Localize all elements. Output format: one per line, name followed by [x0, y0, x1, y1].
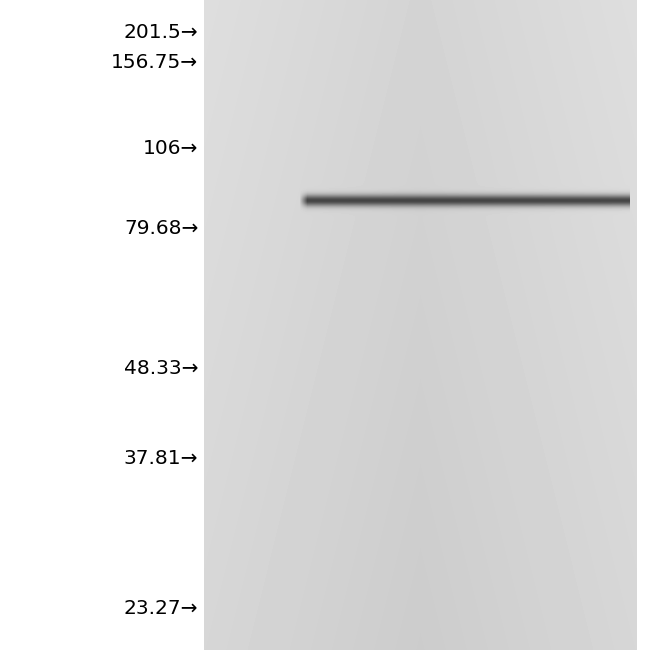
Text: 106→: 106→ [143, 138, 198, 157]
Text: 23.27→: 23.27→ [124, 599, 198, 617]
Text: 156.75→: 156.75→ [111, 53, 198, 72]
Text: 37.81→: 37.81→ [124, 448, 198, 467]
Text: 79.68→: 79.68→ [124, 218, 198, 237]
Text: 48.33→: 48.33→ [124, 359, 198, 378]
Text: 201.5→: 201.5→ [124, 23, 198, 42]
